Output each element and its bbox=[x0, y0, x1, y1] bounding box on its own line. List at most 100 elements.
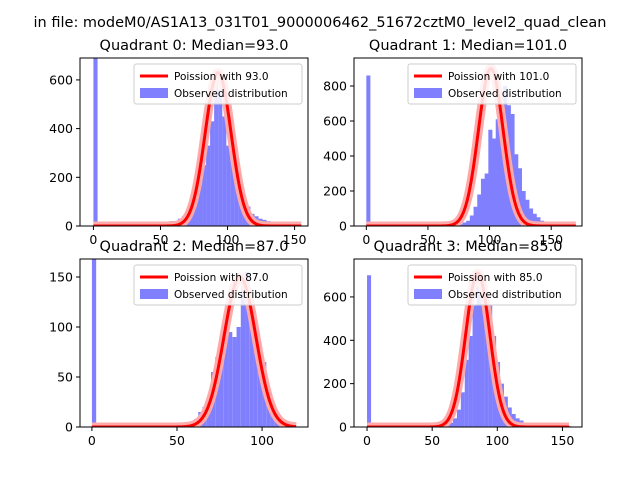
histogram-bar bbox=[517, 168, 522, 226]
histogram-bar bbox=[253, 337, 258, 427]
poisson-curve bbox=[366, 271, 570, 427]
legend-label-poisson: Poission with 101.0 bbox=[448, 71, 549, 83]
quadrant-2-plot-area bbox=[88, 259, 300, 427]
histogram-bar bbox=[266, 397, 271, 427]
histogram-bar bbox=[529, 208, 534, 226]
y-tick-label: 600 bbox=[323, 114, 347, 129]
histogram-bar bbox=[222, 116, 227, 226]
legend: Poission with 101.0 Observed distribution bbox=[407, 63, 577, 105]
quadrant-0-panel: 0 50 100 150 0 200 400 600 Quadrant 0: Median=93… bbox=[49, 38, 309, 247]
histogram-bar bbox=[234, 172, 239, 226]
histogram-bar bbox=[466, 220, 471, 226]
histogram-bar bbox=[468, 335, 473, 427]
legend: Poission with 85.0 Observed distribution bbox=[407, 264, 577, 306]
histogram-bar bbox=[219, 345, 224, 427]
histogram-bar bbox=[218, 89, 223, 226]
histogram-bar bbox=[456, 409, 461, 427]
histogram-bar bbox=[492, 138, 497, 226]
histogram-bar bbox=[462, 222, 467, 226]
histogram-bar bbox=[449, 422, 454, 427]
legend-box bbox=[133, 264, 303, 306]
x-tick-label: 50 bbox=[153, 232, 169, 247]
x-tick-label: 100 bbox=[216, 232, 240, 247]
x-tick-label: 0 bbox=[89, 232, 97, 247]
x-tick-label: 100 bbox=[250, 433, 274, 448]
histogram-bar bbox=[525, 199, 530, 226]
x-tick-label: 50 bbox=[420, 232, 436, 247]
histogram-bar bbox=[458, 224, 463, 226]
legend: Poission with 87.0 Observed distribution bbox=[133, 264, 303, 306]
histogram-bar bbox=[464, 359, 469, 427]
histogram-bar bbox=[473, 206, 478, 226]
y-tick-label: 600 bbox=[49, 72, 73, 87]
histogram-bar bbox=[495, 119, 500, 226]
x-tick-label: 0 bbox=[88, 433, 96, 448]
quadrant-0-title: Quadrant 0: Median=93.0 bbox=[100, 38, 289, 54]
x-tick-label: 150 bbox=[551, 433, 575, 448]
quadrant-3-title: Quadrant 3: Median=85.0 bbox=[374, 239, 563, 255]
legend-label-observed: Observed distribution bbox=[174, 88, 288, 100]
legend-box bbox=[133, 63, 303, 105]
x-tick-label: 150 bbox=[283, 232, 307, 247]
histogram-bar bbox=[484, 173, 489, 226]
y-tick-label: 100 bbox=[49, 320, 73, 335]
histogram-bar bbox=[226, 145, 231, 226]
y-tick-label: 0 bbox=[339, 420, 347, 435]
histogram-bar bbox=[210, 121, 215, 226]
legend-box bbox=[407, 63, 577, 105]
histogram-bar bbox=[198, 184, 203, 226]
y-tick-label: 400 bbox=[323, 149, 347, 164]
legend-label-observed: Observed distribution bbox=[448, 289, 562, 301]
y-tick-label: 0 bbox=[339, 219, 347, 234]
histogram-bar bbox=[257, 347, 263, 427]
histogram-bar bbox=[228, 332, 233, 427]
histogram-bar bbox=[484, 309, 489, 427]
x-tick-label: 0 bbox=[362, 232, 370, 247]
y-tick-label: 0 bbox=[65, 420, 73, 435]
panels: 0 50 100 150 0 200 400 600 Quadrant 0: Median=93… bbox=[49, 38, 583, 448]
quadrant-3-plot-area bbox=[363, 268, 573, 427]
legend-bar-swatch bbox=[414, 289, 442, 299]
y-tick-label: 150 bbox=[49, 270, 73, 285]
histogram-bar bbox=[240, 282, 246, 427]
quadrant-2-title: Quadrant 2: Median=87.0 bbox=[100, 239, 289, 255]
legend-label-poisson: Poission with 93.0 bbox=[174, 71, 269, 83]
x-tick-label: 100 bbox=[478, 232, 502, 247]
histogram-bar bbox=[223, 322, 229, 427]
histogram-bar bbox=[480, 275, 485, 427]
y-tick-label: 200 bbox=[49, 170, 73, 185]
y-tick-label: 0 bbox=[65, 219, 73, 234]
legend-box bbox=[407, 264, 577, 306]
axes-frame bbox=[353, 258, 583, 428]
axes-frame bbox=[353, 57, 583, 227]
axes-frame bbox=[79, 258, 309, 428]
histogram-bar bbox=[232, 337, 237, 427]
axes-frame bbox=[79, 57, 309, 227]
histogram-bar bbox=[477, 194, 482, 226]
legend-bar-swatch bbox=[140, 289, 168, 299]
y-tick-label: 200 bbox=[323, 376, 347, 391]
x-tick-label: 150 bbox=[539, 232, 563, 247]
histogram-bar bbox=[230, 145, 235, 226]
histogram-bar bbox=[194, 191, 199, 226]
histogram-bar bbox=[488, 129, 493, 226]
poisson-curve bbox=[91, 275, 297, 427]
histogram-bar bbox=[460, 392, 465, 427]
histogram-bar bbox=[469, 215, 474, 226]
y-tick-label: 600 bbox=[323, 289, 347, 304]
histogram-bar bbox=[202, 165, 207, 226]
histogram-bar bbox=[532, 213, 537, 226]
histogram-bar bbox=[472, 305, 477, 427]
histogram-bar bbox=[480, 178, 486, 226]
legend-label-poisson: Poission with 85.0 bbox=[448, 272, 543, 284]
histogram-bar bbox=[521, 191, 526, 226]
x-tick-label: 50 bbox=[424, 433, 440, 448]
y-tick-label: 50 bbox=[57, 370, 73, 385]
quadrant-3-panel: 0 50 100 150 0 200 400 600 Quadrant 3: Median=85… bbox=[323, 239, 583, 448]
legend: Poission with 93.0 Observed distribution bbox=[133, 63, 303, 105]
legend-label-poisson: Poission with 87.0 bbox=[174, 272, 269, 284]
x-tick-label: 50 bbox=[169, 433, 185, 448]
histogram-bar bbox=[366, 75, 371, 226]
x-tick-label: 100 bbox=[485, 433, 509, 448]
